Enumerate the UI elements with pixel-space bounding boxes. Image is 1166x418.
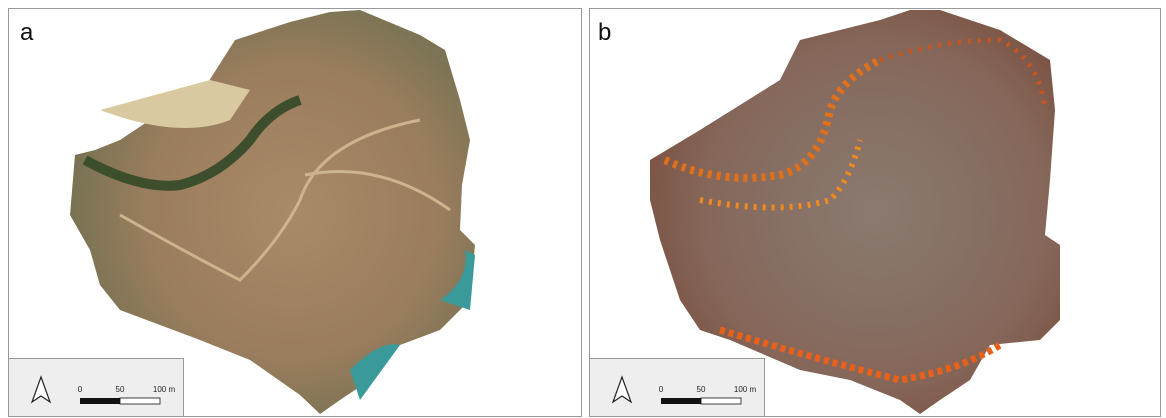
scale-tick: 100 m — [153, 385, 176, 394]
panel-label: b — [598, 19, 611, 46]
scale-tick: 100 m — [734, 385, 757, 394]
scale-tick: 50 — [697, 385, 706, 394]
page: a 0 50 100 m b 0 50 100 m (() => { const… — [0, 0, 1166, 418]
scale-bar — [80, 398, 120, 404]
panel-label: a — [20, 19, 34, 46]
panel-a: a 0 50 100 m — [9, 9, 582, 417]
scale-tick: 0 — [78, 385, 83, 394]
panel-b: b 0 50 100 m — [590, 9, 1161, 417]
scale-tick: 0 — [659, 385, 664, 394]
figure: a 0 50 100 m b 0 50 100 m — [0, 0, 1166, 418]
scale-bar — [120, 398, 160, 404]
scale-bar — [661, 398, 701, 404]
scale-tick: 50 — [116, 385, 125, 394]
scale-bar — [701, 398, 741, 404]
